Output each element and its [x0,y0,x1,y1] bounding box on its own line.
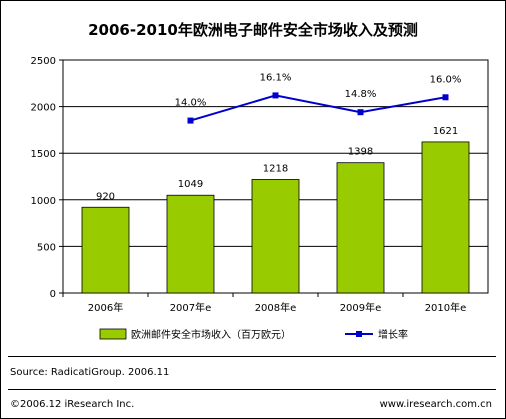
source-text: Source: RadicatiGroup. 2006.11 [10,367,170,378]
x-tick-label: 2009年e [340,301,382,314]
y-tick-label: 0 [50,289,56,300]
bar [251,179,300,294]
x-tick-label: 2008年e [255,301,297,314]
bar [166,194,215,294]
y-tick-label: 2000 [31,103,56,114]
bar-value-label: 1398 [348,147,373,158]
chart-title: 2006-2010年欧洲电子邮件安全市场收入及预测 [88,21,418,39]
x-tick-label: 2006年 [88,301,123,314]
bar-value-label: 1218 [263,163,288,174]
bar [336,162,385,294]
x-tick-label: 2010年e [425,301,467,314]
divider-top [8,356,496,357]
bar-value-label: 1049 [178,179,203,190]
y-tick-label: 1500 [31,149,56,160]
bar [421,141,470,294]
bar-value-label: 920 [96,191,115,202]
growth-rate-label: 16.0% [430,74,462,85]
growth-marker [357,109,364,116]
divider-bottom [8,389,496,390]
growth-rate-label: 16.1% [260,72,292,83]
legend-bar-swatch [99,328,127,340]
y-tick-label: 1000 [31,196,56,207]
growth-marker [187,117,194,124]
legend-line-label: 增长率 [378,328,408,341]
legend-bar-label: 欧洲邮件安全市场收入（百万欧元） [131,328,291,341]
growth-line [190,94,446,122]
growth-marker [442,94,449,101]
website-link[interactable]: www.iresearch.com.cn [379,399,492,410]
growth-rate-label: 14.8% [345,89,377,100]
y-tick-label: 500 [37,242,56,253]
legend-line-marker [356,331,362,337]
x-tick-label: 2007年e [170,301,212,314]
bar [81,206,130,294]
y-tick-label: 2500 [31,56,56,67]
growth-rate-label: 14.0% [175,98,207,109]
growth-marker [272,92,279,99]
bar-value-label: 1621 [433,126,458,137]
copyright-text: ©2006.12 iResearch Inc. [10,399,135,410]
